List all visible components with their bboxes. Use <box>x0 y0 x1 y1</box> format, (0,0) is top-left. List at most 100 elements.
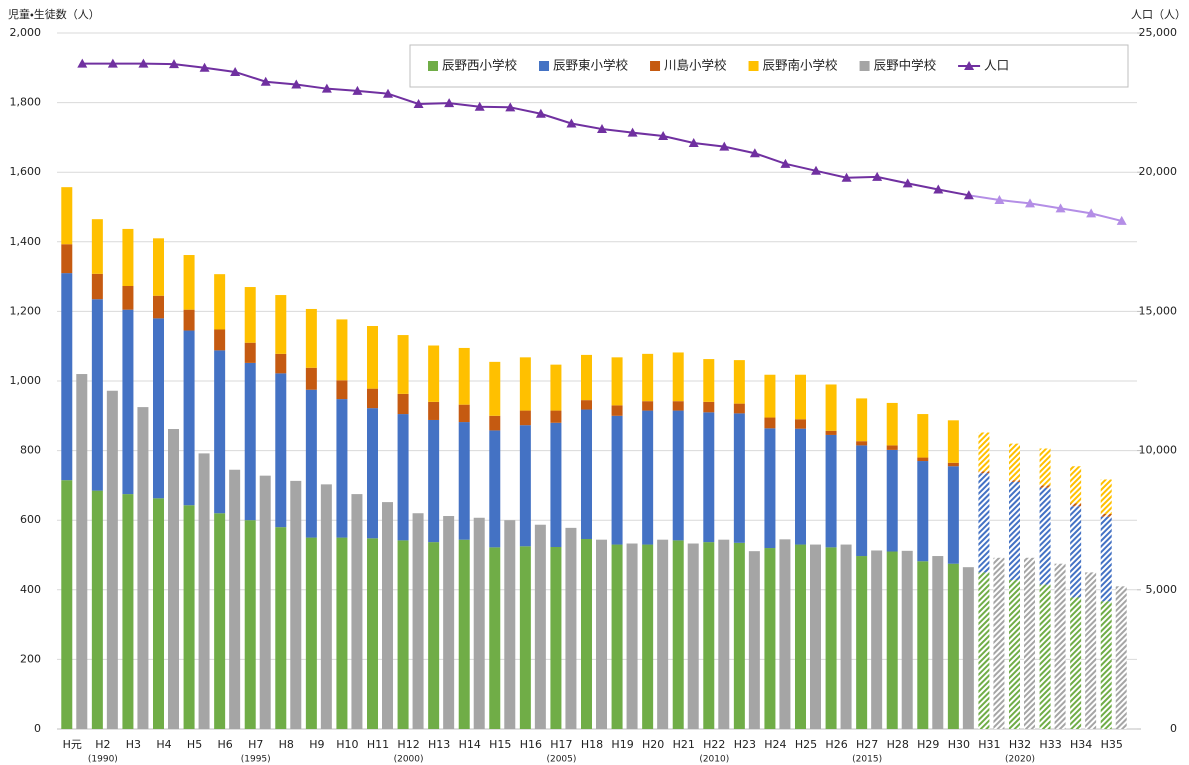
bar-segment <box>672 352 684 402</box>
line-marker <box>1116 215 1127 225</box>
bar-segment <box>1039 448 1051 486</box>
bar-segment <box>1009 480 1020 482</box>
line-marker <box>597 124 607 134</box>
bar <box>106 390 118 729</box>
bar-segment <box>1070 466 1082 504</box>
bar-segment <box>1039 487 1051 585</box>
x-tick-label: H32 <box>1009 738 1031 751</box>
bar-segment <box>642 410 654 545</box>
bar-segment <box>825 547 837 729</box>
bar-segment <box>856 445 868 557</box>
line-marker <box>566 118 577 128</box>
y2-tick-label: 25,000 <box>1139 26 1178 39</box>
bar-segment <box>947 462 959 467</box>
bar-segment <box>978 471 990 474</box>
bar-segment <box>305 308 317 368</box>
bar-segment <box>336 380 348 400</box>
bar-segment <box>91 219 103 274</box>
bar <box>168 429 179 729</box>
bar-segment <box>397 335 409 394</box>
bar-segment <box>825 430 837 435</box>
bar-segment <box>581 354 592 401</box>
x-tick-label: H34 <box>1070 738 1092 751</box>
y-tick-label: 800 <box>20 444 41 457</box>
bar <box>993 557 1005 729</box>
y-tick-label: 200 <box>20 652 41 665</box>
x-tick-label: H19 <box>611 738 633 751</box>
bar-segment <box>795 419 806 429</box>
bar-segment <box>672 401 684 411</box>
bar-segment <box>886 402 898 446</box>
bar-segment <box>550 364 562 411</box>
bar <box>504 520 516 729</box>
line-marker <box>933 184 944 194</box>
bar-segment <box>91 273 103 300</box>
bar-segment <box>886 551 898 729</box>
bar-segment <box>1039 584 1051 729</box>
line-marker <box>169 59 179 69</box>
line-marker <box>505 102 516 112</box>
x-tick-label: H10 <box>336 738 358 751</box>
line-marker <box>811 165 821 175</box>
y-axis-title: 児童・生徒数（人） <box>8 7 100 21</box>
bar-segment <box>244 342 256 363</box>
bar-segment <box>489 415 501 431</box>
bar-segment <box>733 413 745 543</box>
line-marker <box>749 148 760 158</box>
bar-segment <box>581 400 592 410</box>
bar-segment <box>275 527 287 729</box>
line-marker <box>413 98 424 108</box>
line-marker <box>230 66 241 76</box>
bar <box>901 550 913 729</box>
x-tick-label: H13 <box>428 738 450 751</box>
bar-segment <box>305 537 317 729</box>
legend-label: 辰野中学校 <box>874 58 937 73</box>
x-tick-label: H9 <box>309 738 324 751</box>
line-projected <box>968 194 1122 222</box>
y2-tick-label: 10,000 <box>1139 444 1178 457</box>
y-tick-label: 2,000 <box>10 26 42 39</box>
x-tick-label: H12 <box>397 738 419 751</box>
bar-segment <box>1070 597 1082 729</box>
bar-segment <box>305 389 317 538</box>
legend-label: 人口 <box>984 58 1009 73</box>
bar <box>76 374 88 729</box>
x-tick-sublabel: (1995) <box>241 755 271 765</box>
x-tick-label: H18 <box>581 738 603 751</box>
line-marker <box>199 62 210 72</box>
bar <box>229 469 241 729</box>
bar <box>626 543 638 729</box>
y-tick-label: 0 <box>34 722 41 735</box>
line-marker <box>841 172 852 182</box>
bar-segment <box>856 556 868 729</box>
bar-segment <box>856 398 868 442</box>
bar-segment <box>428 542 440 729</box>
bar-segment <box>367 388 378 409</box>
bar-segment <box>1039 485 1051 488</box>
y2-tick-label: 15,000 <box>1139 304 1178 317</box>
y2-tick-label: 20,000 <box>1139 165 1178 178</box>
line-marker <box>872 171 883 181</box>
bar-segment <box>550 422 562 547</box>
bar-segment <box>672 410 684 541</box>
bar-segment <box>1009 443 1020 481</box>
bar-segment <box>458 404 470 423</box>
bar-segment <box>642 544 654 729</box>
bar-segment <box>795 544 806 729</box>
bar-segment <box>214 350 226 514</box>
x-tick-label: H11 <box>367 738 389 751</box>
line-marker <box>321 83 332 93</box>
bar-segment <box>183 330 195 506</box>
x-tick-label: H5 <box>187 738 202 751</box>
bar <box>473 517 485 729</box>
x-tick-label: H20 <box>642 738 664 751</box>
x-tick-label: H24 <box>764 738 786 751</box>
bar-segment <box>397 414 409 541</box>
line-marker <box>902 178 913 188</box>
bar-segment <box>733 542 745 729</box>
bar <box>320 484 332 729</box>
y-tick-label: 1,400 <box>10 235 42 248</box>
bar-segment <box>367 538 378 729</box>
bar-segment <box>153 295 164 319</box>
